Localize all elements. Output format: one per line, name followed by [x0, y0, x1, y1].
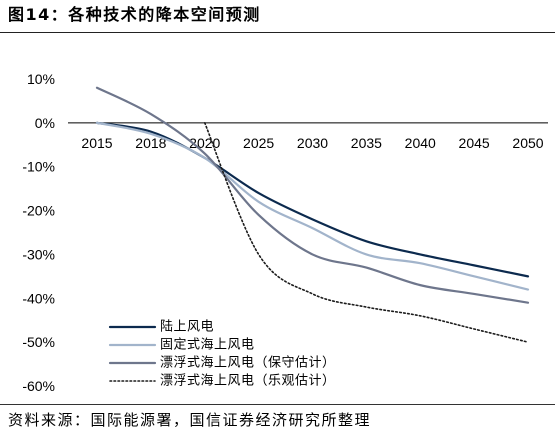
- line-chart: 10% 0% -10% -20% -30% -40% -50% -60% 2015 2018 202…: [22, 71, 548, 394]
- series-group: [95, 121, 530, 292]
- data-point: [418, 261, 422, 265]
- y-tick-label: 0%: [35, 115, 55, 131]
- x-tick-label: 2030: [297, 135, 328, 151]
- figure-title: 图14：各种技术的降本空间预测: [8, 5, 261, 24]
- data-point: [364, 266, 368, 270]
- data-point: [364, 305, 368, 309]
- legend-label: 漂浮式海上风电（保守估计）: [160, 355, 336, 371]
- x-tick-label: 2045: [459, 135, 490, 151]
- data-point: [472, 274, 476, 278]
- y-tick-label: -60%: [22, 378, 55, 394]
- data-point: [149, 132, 153, 136]
- data-point: [418, 314, 422, 318]
- data-point: [311, 292, 315, 296]
- x-tick-label: 2025: [243, 135, 274, 151]
- series-group: [203, 121, 530, 344]
- data-point: [526, 274, 530, 278]
- data-point: [526, 340, 530, 344]
- series-group: [95, 121, 530, 278]
- data-point: [472, 263, 476, 267]
- x-axis-tick-labels: 2015 2018 2020 2025 2030 2035 2040 2045 2050: [81, 135, 543, 151]
- series-line: [95, 121, 530, 291]
- data-point: [257, 252, 261, 256]
- series-line: [95, 121, 530, 278]
- legend-item: 陆上风电: [108, 319, 214, 335]
- data-point: [95, 121, 99, 125]
- y-axis-tick-labels: 10% 0% -10% -20% -30% -40% -50% -60%: [22, 71, 55, 394]
- source-note: 资料来源：国际能源署，国信证券经济研究所整理: [8, 411, 372, 429]
- y-tick-label: -20%: [22, 203, 55, 219]
- title-divider: [0, 32, 555, 33]
- legend-label: 漂浮式海上风电（乐观估计）: [160, 373, 336, 389]
- x-tick-label: 2040: [405, 135, 436, 151]
- legend-item: 固定式海上风电: [108, 338, 255, 353]
- y-tick-label: -30%: [22, 246, 55, 262]
- data-point: [149, 112, 153, 116]
- data-point: [203, 156, 207, 160]
- legend-label: 陆上风电: [160, 319, 214, 335]
- data-point: [526, 301, 530, 305]
- series-group: [95, 86, 530, 305]
- series-line: [95, 86, 530, 304]
- data-point: [311, 252, 315, 256]
- series-line: [203, 122, 529, 343]
- data-point: [203, 121, 207, 125]
- data-point: [364, 252, 368, 256]
- y-tick-label: -50%: [22, 334, 55, 350]
- data-point: [418, 252, 422, 256]
- data-point: [311, 217, 315, 221]
- legend-item: 漂浮式海上风电（保守估计）: [108, 355, 336, 371]
- data-point: [472, 327, 476, 331]
- data-point: [257, 200, 261, 204]
- data-point: [311, 226, 315, 230]
- data-point: [257, 191, 261, 195]
- y-tick-label: 10%: [27, 71, 55, 87]
- x-tick-label: 2015: [81, 135, 112, 151]
- data-point: [526, 288, 530, 292]
- data-point: [364, 239, 368, 243]
- data-point: [472, 292, 476, 296]
- legend-item: 漂浮式海上风电（乐观估计）: [109, 373, 336, 389]
- data-point: [95, 86, 99, 90]
- data-point: [418, 283, 422, 287]
- x-tick-label: 2018: [135, 135, 166, 151]
- legend-label: 固定式海上风电: [160, 338, 255, 353]
- y-tick-label: -10%: [22, 159, 55, 175]
- data-point: [257, 213, 261, 217]
- data-point: [203, 152, 207, 156]
- x-tick-label: 2035: [351, 135, 382, 151]
- series-layer: [95, 86, 530, 344]
- y-tick-label: -40%: [22, 290, 55, 306]
- footer-divider: [0, 404, 555, 405]
- x-tick-label: 2050: [512, 135, 543, 151]
